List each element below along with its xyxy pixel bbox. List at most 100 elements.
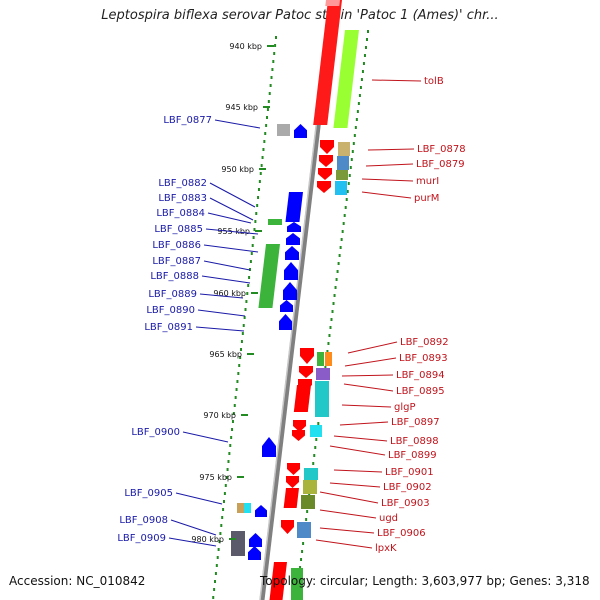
- gene-arrow-LBF_0905: [255, 505, 267, 517]
- reverse-gene-label: LBF_0884: [156, 208, 205, 219]
- forward-gene-label: purM: [414, 193, 439, 204]
- feature-box-0892a: [317, 352, 324, 366]
- feature-box-0894: [316, 368, 330, 380]
- feature-box-0897: [310, 425, 322, 437]
- top-edge-bar: [325, 0, 340, 6]
- gene-arrow-LBF_0886: [286, 233, 300, 245]
- gene-bar-LBF_0903: [283, 488, 299, 508]
- gene-arrow-LBF_0877: [294, 124, 307, 138]
- forward-gene-label: LBF_0901: [385, 467, 434, 478]
- reverse-gene-label: LBF_0885: [154, 224, 203, 235]
- feature-box-0877: [277, 124, 290, 136]
- forward-gene-label: LBF_0899: [388, 450, 437, 461]
- scale-tick-label: 965 kbp: [209, 350, 242, 359]
- reverse-gene-label: LBF_0890: [146, 305, 195, 316]
- feature-box-0905a: [237, 503, 244, 513]
- reverse-gene-label: LBF_0909: [117, 533, 166, 544]
- gene-arrow-LBF_0894: [298, 379, 312, 391]
- forward-gene-label: LBF_0902: [383, 482, 432, 493]
- gene-arrow-LBF_0901: [287, 463, 300, 475]
- reverse-gene-label: LBF_0882: [158, 178, 207, 189]
- track-left-outer: [212, 36, 277, 599]
- gene-arrow-LBF_0885: [287, 222, 301, 232]
- gene-features: [231, 124, 350, 600]
- gene-bar-glgP: [293, 385, 311, 412]
- feature-bar-0886-0889: [258, 244, 280, 308]
- gene-arrow-LBF_0908: [249, 533, 262, 547]
- forward-gene-label: murI: [416, 176, 439, 187]
- forward-gene-label: LBF_0893: [399, 353, 448, 364]
- feature-box-0905b: [244, 503, 251, 513]
- gene-arrow-LBF_0879: [319, 155, 333, 167]
- track-right-outer: [295, 30, 369, 600]
- gene-arrow-murI: [318, 168, 332, 180]
- gene-arrow-LBF_0900: [262, 437, 276, 457]
- forward-gene-label: LBF_0906: [377, 528, 426, 539]
- scale-tick-label: 950 kbp: [221, 165, 254, 174]
- gene-arrow-LBF_0891: [279, 314, 292, 330]
- scale-tick-label: 945 kbp: [225, 103, 258, 112]
- forward-gene-label: LBF_0879: [416, 159, 465, 170]
- feature-box-0906: [297, 522, 311, 538]
- accession-text: Accession: NC_010842: [9, 574, 146, 588]
- forward-gene-label: LBF_0878: [417, 144, 466, 155]
- feature-box-0901: [304, 468, 318, 480]
- reverse-gene-label: LBF_0891: [144, 322, 193, 333]
- feature-box-0903: [301, 495, 315, 509]
- tolB-bar: [313, 0, 342, 125]
- feature-box-purM: [335, 181, 347, 195]
- forward-gene-label: ugd: [379, 513, 398, 524]
- genome-summary: Topology: circular; Length: 3,603,977 bp…: [260, 574, 590, 588]
- forward-gene-label: LBF_0895: [396, 386, 445, 397]
- gene-arrow-LBF_0887: [285, 246, 299, 260]
- feature-box-bottom: [291, 568, 303, 600]
- gene-arrow-LBF_0897: [293, 420, 306, 432]
- feature-box-0902: [303, 480, 317, 494]
- scale-tick-label: 980 kbp: [191, 535, 224, 544]
- feature-track-dots: [212, 30, 369, 600]
- reverse-gene-label: LBF_0883: [158, 193, 207, 204]
- scale-tick-label: 940 kbp: [229, 42, 262, 51]
- tolB-side-bar: [333, 30, 359, 128]
- reverse-gene-label: LBF_0905: [124, 488, 173, 499]
- forward-gene-label: lpxK: [375, 543, 397, 554]
- forward-gene-label: LBF_0892: [400, 337, 449, 348]
- gene-arrow-LBF_0892: [300, 348, 314, 364]
- reverse-gene-label: LBF_0887: [152, 256, 201, 267]
- feature-box-0879: [337, 156, 349, 170]
- gene-bar-LBF_0882: [285, 192, 303, 222]
- scale-tick-label: 960 kbp: [213, 289, 246, 298]
- reverse-gene-label: LBF_0889: [148, 289, 197, 300]
- gene-arrow-LBF_0909: [248, 546, 261, 560]
- gene-arrow-LBF_0878: [320, 140, 334, 154]
- forward-gene-label: LBF_0898: [390, 436, 439, 447]
- reverse-gene-label: LBF_0900: [131, 427, 180, 438]
- forward-gene-label: LBF_0903: [381, 498, 430, 509]
- forward-gene-label: tolB: [424, 76, 444, 87]
- gene-arrow-LBF_0898: [292, 430, 305, 441]
- reverse-gene-label: LBF_0908: [119, 515, 168, 526]
- scale-tick-label: 970 kbp: [203, 411, 236, 420]
- gene-arrow-purM: [317, 181, 331, 193]
- scale-tick-label: 975 kbp: [199, 473, 232, 482]
- gene-bar-bottom: [269, 562, 287, 600]
- feature-box-0908: [231, 531, 245, 556]
- gene-arrow-LBF_0906: [281, 520, 294, 534]
- gene-arrow-LBF_0889: [283, 282, 297, 300]
- map-title: Leptospira biflexa serovar Patoc strain …: [101, 8, 499, 23]
- gene-arrow-LBF_0890: [280, 300, 293, 312]
- feature-box-0892b: [325, 352, 332, 366]
- gene-arrow-LBF_0888: [284, 262, 298, 280]
- forward-gene-label: LBF_0897: [391, 417, 440, 428]
- feature-bars: [258, 0, 359, 600]
- feature-box-0878: [338, 142, 350, 156]
- feature-box-murI: [336, 170, 348, 180]
- gene-arrow-LBF_0893: [299, 366, 313, 378]
- forward-gene-label: glgP: [394, 402, 416, 413]
- gene-arrow-LBF_0902: [286, 476, 299, 488]
- gene-labels: LBF_0877 LBF_0882 LBF_0883 LBF_0884 LBF_0885…: [117, 76, 465, 554]
- feature-box-glgP: [315, 381, 329, 417]
- reverse-gene-label: LBF_0886: [152, 240, 201, 251]
- feature-box-0884: [268, 219, 282, 225]
